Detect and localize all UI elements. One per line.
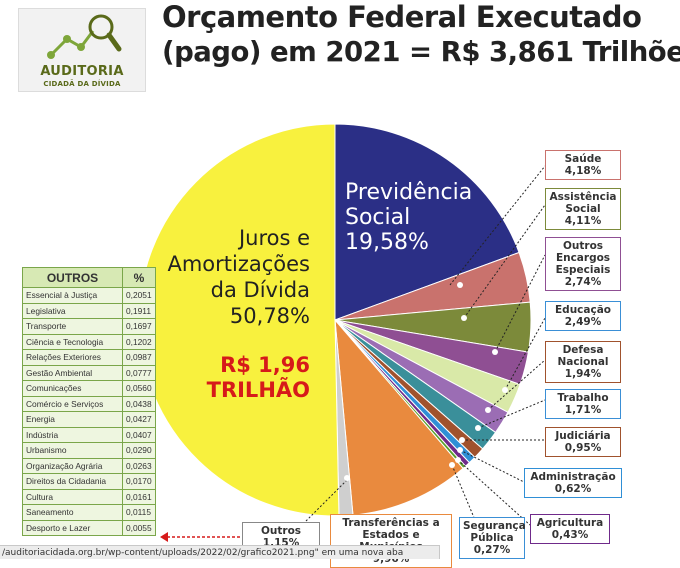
chart-title: Orçamento Federal Executado [162, 0, 642, 34]
table-cell-pct: 0,1202 [122, 333, 156, 350]
leader-saude [449, 165, 546, 286]
table-row: Transporte 0,1697 [22, 318, 156, 335]
table-cell-pct: 0,0161 [122, 488, 156, 505]
table-cell-function: Ciência e Tecnologia [22, 333, 123, 350]
table-cell-function: Comércio e Serviços [22, 395, 123, 412]
table-row: Comércio e Serviços 0,0438 [22, 395, 156, 412]
callout-administracao: Administração 0,62% [524, 468, 622, 498]
table-row: Legislativa 0,1911 [22, 302, 156, 319]
leader-educ [504, 317, 546, 391]
table-cell-pct: 0,0987 [122, 349, 156, 366]
table-cell-function: Legislativa [22, 302, 123, 319]
table-cell-function: Desporto e Lazer [22, 519, 123, 536]
juros-pct: 50,78% [229, 304, 310, 328]
pie-slice-0 [334, 123, 520, 321]
table-cell-function: Comunicações [22, 380, 123, 397]
table-header-pct: % [122, 267, 156, 288]
juros-line1: Juros e [238, 226, 310, 250]
leader-outros [304, 479, 348, 523]
logo-text: AUDITORIA [40, 64, 124, 79]
juros-line3: da Dívida [210, 278, 310, 302]
table-cell-function: Transporte [22, 318, 123, 335]
table-cell-pct: 0,0263 [122, 457, 156, 474]
prev-line1: Previdência [345, 180, 473, 205]
table-row: Ciência e Tecnologia 0,1202 [22, 333, 156, 350]
callout-judiciaria: Judiciária 0,95% [545, 427, 621, 457]
table-cell-function: Energia [22, 411, 123, 428]
table-cell-function: Gestão Ambiental [22, 364, 123, 381]
table-cell-pct: 0,0427 [122, 411, 156, 428]
logo: AUDITORIA CIDADÃ DA DÍVIDA [18, 8, 146, 92]
table-cell-pct: 0,0055 [122, 519, 156, 536]
juros-label: Juros e Amortizações da Dívida 50,78% [160, 225, 310, 329]
leader-trab [477, 399, 546, 429]
table-cell-pct: 0,0407 [122, 426, 156, 443]
leader-defesa [487, 359, 546, 411]
callout-saude: Saúde 4,18% [545, 150, 621, 180]
table-row: Indústria 0,0407 [22, 426, 156, 443]
table-row: Direitos da Cidadania 0,0170 [22, 473, 156, 490]
callout-encargos: Outros Encargos Especiais 2,74% [545, 237, 621, 291]
table-row: Comunicações 0,0560 [22, 380, 156, 397]
juros-val1: R$ 1,96 [220, 353, 310, 377]
table-cell-pct: 0,2051 [122, 287, 156, 304]
status-bar-url: /auditoriacidada.org.br/wp-content/uploa… [0, 545, 440, 559]
table-cell-pct: 0,0438 [122, 395, 156, 412]
leader-agri [457, 459, 531, 526]
juros-line2: Amortizações [167, 252, 310, 276]
table-row: Gestão Ambiental 0,0777 [22, 364, 156, 381]
table-cell-pct: 0,0777 [122, 364, 156, 381]
table-row: Essencial à Justiça 0,2051 [22, 287, 156, 304]
table-cell-pct: 0,1911 [122, 302, 156, 319]
callout-agricultura: Agricultura 0,43% [530, 514, 610, 544]
juros-val2: TRILHÃO [206, 378, 310, 402]
table-cell-pct: 0,0290 [122, 442, 156, 459]
leader-seg [451, 464, 476, 521]
table-cell-function: Organização Agrária [22, 457, 123, 474]
leader-assist [463, 204, 546, 319]
logo-subtext: CIDADÃ DA DÍVIDA [43, 80, 121, 88]
chart-subtitle: (pago) em 2021 = R$ 3,861 Trilhões [162, 36, 680, 68]
callout-seguranca: Segurança Pública 0,27% [459, 517, 526, 559]
callout-educacao: Educação 2,49% [545, 301, 621, 331]
prev-line2: Social [345, 205, 411, 230]
prev-pct: 19,58% [345, 230, 429, 255]
callout-assistencia: Assistência Social 4,11% [545, 188, 621, 230]
table-row: Desporto e Lazer 0,0055 [22, 519, 156, 536]
table-row: Cultura 0,0161 [22, 488, 156, 505]
magnifier-chart-icon [47, 14, 122, 59]
table-cell-function: Relações Exteriores [22, 349, 123, 366]
table-cell-pct: 0,0115 [122, 504, 156, 521]
table-row: Organização Agrária 0,0263 [22, 457, 156, 474]
table-row: Energia 0,0427 [22, 411, 156, 428]
table-row: Saneamento 0,0115 [22, 504, 156, 521]
juros-value: R$ 1,96 TRILHÃO [160, 353, 310, 403]
table-header-row: OUTROS % [22, 267, 156, 288]
callout-defesa: Defesa Nacional 1,94% [545, 341, 621, 383]
table-cell-function: Urbanismo [22, 442, 123, 459]
table-cell-pct: 0,0560 [122, 380, 156, 397]
previdencia-label: Previdência Social 19,58% [345, 180, 485, 255]
table-cell-function: Indústria [22, 426, 123, 443]
table-header-outros: OUTROS [22, 267, 123, 288]
table-cell-function: Direitos da Cidadania [22, 473, 123, 490]
callout-trabalho: Trabalho 1,71% [545, 389, 621, 419]
table-cell-pct: 0,0170 [122, 473, 156, 490]
table-row: Urbanismo 0,0290 [22, 442, 156, 459]
table-row: Relações Exteriores 0,0987 [22, 349, 156, 366]
leader-adm [459, 449, 531, 486]
table-cell-pct: 0,1697 [122, 318, 156, 335]
table-cell-function: Saneamento [22, 504, 123, 521]
outros-table: OUTROS % Essencial à Justiça 0,2051 Legisl… [22, 267, 156, 536]
table-cell-function: Cultura [22, 488, 123, 505]
table-cell-function: Essencial à Justiça [22, 287, 123, 304]
